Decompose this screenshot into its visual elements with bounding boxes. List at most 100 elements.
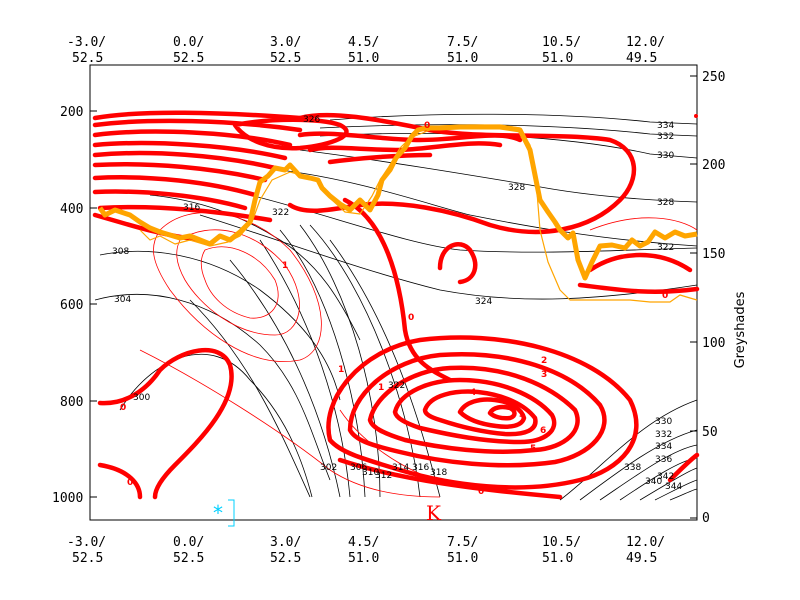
- bracket-marker: [228, 499, 235, 527]
- isentrope-label: 306: [350, 463, 367, 473]
- thick-red-vmax-2: [347, 352, 607, 468]
- bottom-lat-label: 52.5: [173, 551, 204, 566]
- bottom-lat-label: 51.0: [542, 551, 573, 566]
- isentropes: [94, 113, 698, 501]
- isentrope-label: 316: [412, 463, 429, 473]
- right-tick-label: 100: [702, 336, 725, 351]
- top-lat-label: 52.5: [270, 51, 301, 66]
- thin-red-4: [139, 349, 441, 498]
- bottom-lon-label: 10.5/: [542, 535, 581, 550]
- top-lon-label: 7.5/: [447, 35, 478, 50]
- isentrope-label: 328: [508, 183, 525, 193]
- bottom-lat-label: 52.5: [72, 551, 103, 566]
- bottom-lon-label: 12.0/: [626, 535, 665, 550]
- vorticity-thick: [92, 110, 700, 500]
- thick-red-top-6: [92, 162, 268, 183]
- bottom-lat-label: 52.5: [270, 551, 301, 566]
- vorticity-label: 4: [470, 388, 476, 398]
- dynamic-tropopause: [97, 124, 698, 303]
- isentrope-314: [299, 224, 381, 498]
- top-lon-label: 0.0/: [173, 35, 204, 50]
- top-lon-label: 10.5/: [542, 35, 581, 50]
- bottom-lon-label: 0.0/: [173, 535, 204, 550]
- thick-red-top-3: [92, 129, 293, 148]
- isentrope-316: [149, 194, 361, 341]
- isentrope-320: [329, 239, 441, 498]
- isentrope-label: 332: [657, 132, 674, 142]
- thick-red-left-low-0: [97, 347, 234, 500]
- top-lon-label: 12.0/: [626, 35, 665, 50]
- bottom-axis: -3.0/ 52.5 0.0/ 52.5 3.0/ 52.5 4.5/ 51.0…: [67, 535, 665, 566]
- right-tick-label: 200: [702, 158, 725, 173]
- bottom-lat-label: 51.0: [348, 551, 379, 566]
- vorticity-label: 0: [408, 313, 414, 323]
- plot-area: [89, 64, 698, 521]
- bottom-lon-label: -3.0/: [67, 535, 106, 550]
- left-tick-label: 600: [60, 298, 83, 313]
- vorticity-label: 2: [541, 356, 547, 366]
- thin-red-6: [589, 217, 698, 231]
- left-tick-label: 800: [60, 395, 83, 410]
- isentrope-label: 344: [665, 482, 682, 492]
- vorticity-label: 1: [282, 261, 288, 271]
- top-lat-label: 52.5: [173, 51, 204, 66]
- isentrope-label: 312: [375, 471, 392, 481]
- right-tick-label: 0: [702, 511, 710, 526]
- isentrope-label: 338: [624, 463, 641, 473]
- isentrope-label: 334: [655, 442, 672, 452]
- thick-red-vmax-4: [392, 377, 557, 445]
- isentrope-324: [199, 214, 698, 300]
- thick-red-zero-diag: [342, 197, 453, 383]
- k-marker: K: [426, 501, 442, 525]
- thick-red-vmax-1: [326, 335, 639, 490]
- thick-red-inner: [232, 117, 349, 151]
- right-tick-label: 250: [702, 70, 725, 85]
- asterisk-marker: *: [213, 501, 223, 525]
- isentrope-label: 310: [362, 468, 379, 478]
- vorticity-labels: 0 0 0 0 0 0 1 1 1 2 3 4 5 6 7: [120, 121, 668, 497]
- left-tick-label: 400: [60, 202, 83, 217]
- isentrope-334-b: [599, 444, 698, 501]
- top-lat-label: 51.0: [447, 51, 478, 66]
- isentrope-338: [639, 467, 698, 501]
- thick-red-top-4: [92, 140, 288, 161]
- vorticity-label: 0: [424, 121, 430, 131]
- isentrope-label: 322: [388, 381, 405, 391]
- isentrope-332-b: [579, 429, 698, 501]
- thick-red-right-0: [577, 282, 700, 294]
- tropopause-thin: [139, 124, 698, 303]
- top-lat-label: 52.5: [72, 51, 103, 66]
- bottom-lon-label: 4.5/: [348, 535, 379, 550]
- isentrope-label: 314: [392, 463, 409, 473]
- isentrope-300: [119, 353, 313, 498]
- thick-red-vmax-5: [422, 389, 538, 437]
- isentrope-label: 336: [655, 455, 672, 465]
- vorticity-thin: [139, 212, 698, 498]
- thick-red-top-5: [92, 150, 278, 171]
- tropopause-thick: [97, 124, 698, 281]
- right-tick-label: 50: [702, 425, 718, 440]
- thick-red-right-bottom: [667, 452, 700, 483]
- top-axis: -3.0/ 52.5 0.0/ 52.5 3.0/ 52.5 4.5/ 51.0…: [67, 35, 665, 66]
- isentrope-label: 330: [657, 151, 674, 161]
- thick-red-top-2: [92, 118, 303, 133]
- isentrope-310: [259, 239, 351, 498]
- thin-red-1: [153, 212, 322, 362]
- isentrope-label: 342: [657, 472, 674, 482]
- isentrope-label: 332: [655, 430, 672, 440]
- isentrope-308: [99, 250, 341, 401]
- isentrope-302: [189, 299, 311, 498]
- isentrope-306: [229, 259, 341, 498]
- thick-red-right-loop: [587, 252, 693, 273]
- bottom-lat-label: 49.5: [626, 551, 657, 566]
- thick-red-vmax-3: [367, 365, 580, 454]
- vorticity-label: 0: [478, 487, 484, 497]
- bottom-lat-label: 51.0: [447, 551, 478, 566]
- isentrope-342: [669, 488, 698, 501]
- isentrope-304: [94, 294, 331, 481]
- isentrope-label: 330: [655, 417, 672, 427]
- vorticity-label: 6: [540, 426, 546, 436]
- thick-red-top-8: [92, 189, 248, 211]
- vorticity-label: 5: [530, 444, 536, 454]
